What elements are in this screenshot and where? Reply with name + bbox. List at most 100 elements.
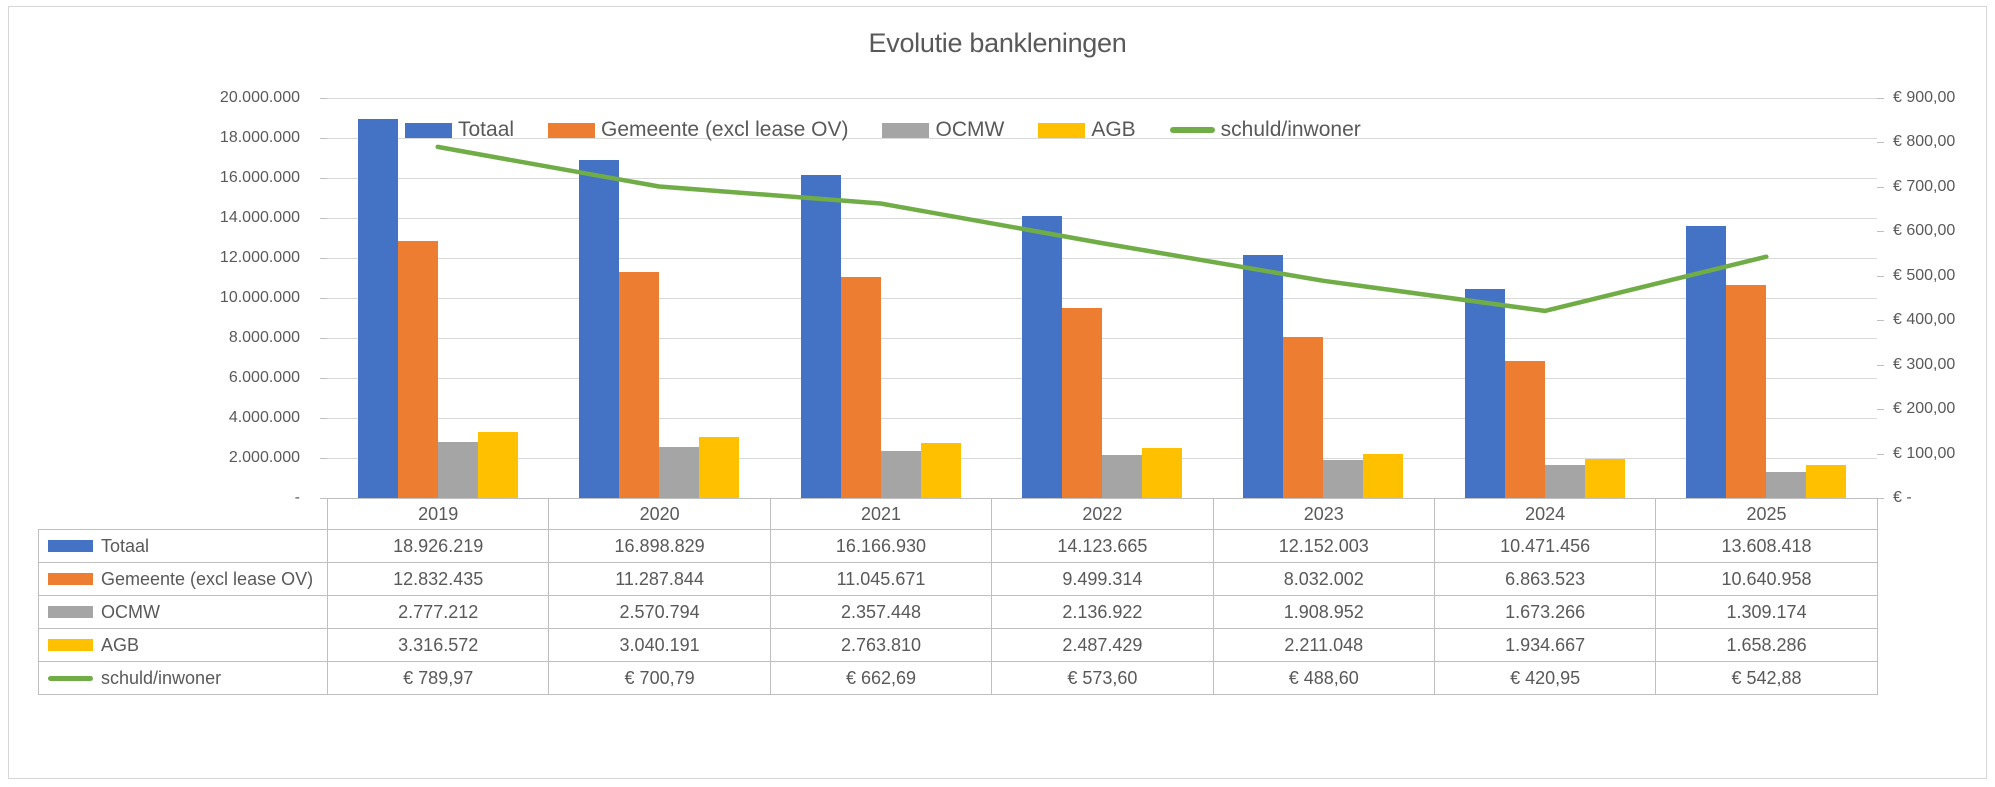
row-label: OCMW (101, 601, 160, 622)
bar-ocmw-2022[interactable] (1102, 455, 1142, 498)
left-axis-tick-label: 14.000.000 (219, 209, 300, 226)
bar-ocmw-2024[interactable] (1544, 464, 1585, 498)
table-row: Totaal 18.926.219 16.898.829 16.166.930 14.1… (38, 529, 1878, 563)
bar-totaal-2022[interactable] (1022, 215, 1062, 498)
value-cell: 3.040.191 (548, 628, 771, 662)
right-axis-tick-label: € 800,00 (1893, 133, 1956, 151)
legend-item-totaal[interactable]: Totaal (405, 118, 514, 142)
value-cell: 2.763.810 (769, 628, 993, 662)
bar-gemeente-excl-lease-ov-2022[interactable] (1062, 308, 1102, 498)
value-cell: 1.309.174 (1655, 595, 1878, 629)
bar-totaal-2021[interactable] (800, 174, 841, 498)
value-cell: 8.032.002 (1212, 562, 1435, 596)
value-cell: 1.908.952 (1212, 595, 1435, 629)
bar-totaal-2020[interactable] (579, 160, 620, 498)
left-axis-tick (320, 98, 327, 99)
bar-gemeente-excl-lease-ov-2020[interactable] (619, 272, 660, 498)
row-label: AGB (101, 634, 140, 655)
value-cell: € 488,60 (1212, 661, 1435, 695)
value-cell: € 700,79 (548, 661, 771, 695)
bar-ocmw-2023[interactable] (1323, 459, 1364, 498)
value-cell: 2.357.448 (769, 595, 993, 629)
legend-item-agb[interactable]: AGB (1038, 118, 1136, 142)
legend-item-gemeente-excl-lease-ov[interactable]: Gemeente (excl lease OV) (548, 118, 848, 142)
bar-agb-2021[interactable] (920, 442, 961, 498)
bar-agb-2022[interactable] (1142, 448, 1182, 498)
chart-legend: Totaal Gemeente (excl lease OV) OCMW AGB sch… (405, 118, 1361, 142)
bar-gemeente-excl-lease-ov-2019[interactable] (397, 241, 438, 498)
left-axis-tick (320, 298, 327, 299)
row-swatch-icon (48, 573, 93, 586)
legend-item-ocmw[interactable]: OCMW (882, 118, 1004, 142)
table-row: OCMW 2.777.212 2.570.794 2.357.448 2.136.922… (38, 595, 1878, 629)
right-axis-tick-label: € 300,00 (1893, 355, 1956, 373)
left-axis-tick-label: 2.000.000 (228, 449, 300, 466)
row-label-cell: AGB (38, 628, 328, 662)
gridline (327, 418, 1877, 419)
bar-agb-2024[interactable] (1584, 459, 1625, 498)
table-row: Gemeente (excl lease OV) 12.832.435 11.287… (38, 562, 1878, 596)
row-swatch-icon (48, 540, 93, 553)
value-cell: 2.487.429 (991, 628, 1214, 662)
right-axis-tick (1877, 409, 1884, 411)
value-cell: 14.123.665 (991, 529, 1214, 563)
bar-gemeente-excl-lease-ov-2023[interactable] (1283, 337, 1324, 498)
gridline (327, 258, 1877, 259)
right-axis-tick (1877, 142, 1884, 144)
bar-totaal-2024[interactable] (1464, 288, 1505, 498)
row-label-cell: Totaal (38, 529, 328, 563)
right-axis-tick-label: € 900,00 (1893, 89, 1956, 106)
left-axis-tick-label: - (294, 489, 300, 506)
value-cell: 11.287.844 (548, 562, 771, 596)
gridline (327, 138, 1877, 139)
right-axis-tick-label: € 700,00 (1893, 177, 1956, 195)
bar-agb-2025[interactable] (1806, 464, 1847, 498)
gridline (327, 298, 1877, 299)
table-corner-cell (39, 499, 328, 530)
bar-ocmw-2021[interactable] (880, 450, 921, 498)
bar-agb-2020[interactable] (699, 437, 740, 498)
row-label-cell: OCMW (38, 595, 328, 629)
value-cell: 6.863.523 (1433, 562, 1657, 596)
value-cell: 16.898.829 (548, 529, 771, 563)
value-cell: 2.211.048 (1212, 628, 1435, 662)
bar-agb-2023[interactable] (1363, 453, 1404, 498)
data-table: 2019 2020 2021 2022 2023 2024 2025 Totaal 18.926… (38, 498, 1878, 695)
legend-swatch-icon (882, 122, 930, 138)
bar-agb-2019[interactable] (477, 431, 518, 498)
bar-totaal-2025[interactable] (1686, 225, 1727, 498)
year-header-cell: 2024 (1433, 498, 1657, 530)
table-row: schuld/inwoner € 789,97 € 700,79 € 662,69 € … (38, 661, 1878, 695)
bar-ocmw-2025[interactable] (1766, 471, 1807, 498)
left-axis-tick (320, 338, 327, 339)
value-cell: 10.640.958 (1655, 562, 1878, 596)
right-axis-tick-label: € 600,00 (1893, 222, 1956, 240)
value-cell: € 542,88 (1655, 661, 1878, 695)
left-axis-tick-label: 12.000.000 (219, 249, 300, 266)
left-axis-tick (320, 458, 327, 459)
left-axis-tick-label: 18.000.000 (219, 129, 300, 146)
right-axis-tick (1877, 498, 1884, 499)
bar-ocmw-2019[interactable] (437, 442, 478, 498)
right-axis-tick (1877, 320, 1884, 322)
right-axis-tick-label: € 100,00 (1893, 444, 1956, 462)
row-swatch-icon (48, 675, 93, 681)
legend-swatch-icon (405, 122, 452, 138)
legend-item-schuld-inwoner[interactable]: schuld/inwoner (1169, 118, 1361, 142)
row-label: Gemeente (excl lease OV) (101, 568, 314, 589)
bar-ocmw-2020[interactable] (659, 446, 700, 498)
right-axis-tick-label: € 400,00 (1893, 311, 1956, 329)
bar-gemeente-excl-lease-ov-2021[interactable] (840, 277, 881, 498)
legend-swatch-icon (548, 122, 596, 138)
year-header-cell: 2023 (1212, 498, 1435, 530)
right-axis-tick-label: € 500,00 (1893, 266, 1956, 284)
bar-totaal-2023[interactable] (1243, 254, 1284, 498)
left-axis-tick (320, 138, 327, 139)
year-header-cell: 2019 (326, 498, 550, 530)
bar-totaal-2019[interactable] (357, 119, 398, 498)
bar-gemeente-excl-lease-ov-2024[interactable] (1504, 360, 1545, 498)
right-axis-tick (1877, 231, 1884, 233)
bar-gemeente-excl-lease-ov-2025[interactable] (1726, 285, 1767, 498)
chart-title: Evolutie bankleningen (868, 28, 1127, 58)
